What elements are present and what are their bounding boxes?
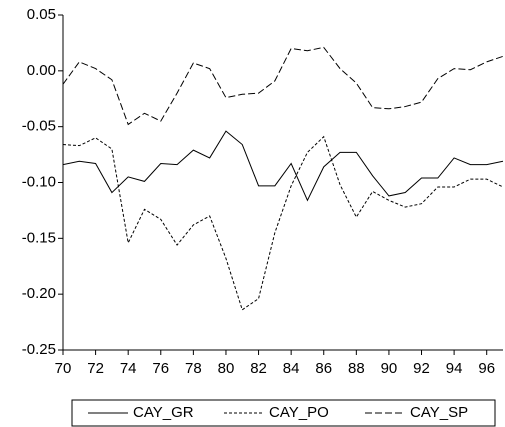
x-tick-label: 90 (381, 360, 398, 377)
legend-label: CAY_PO (269, 404, 329, 421)
x-tick-label: 76 (152, 360, 169, 377)
y-tick-label: -0.10 (22, 173, 56, 190)
x-tick-label: 70 (55, 360, 72, 377)
x-tick-label: 92 (413, 360, 430, 377)
y-tick-label: 0.00 (27, 62, 56, 79)
x-tick-label: 82 (250, 360, 267, 377)
x-tick-label: 80 (218, 360, 235, 377)
series-line (62, 46, 504, 126)
x-tick-label: 74 (120, 360, 137, 377)
y-tick-label: -0.15 (22, 229, 56, 246)
legend-label: CAY_GR (133, 404, 194, 421)
x-tick-label: 96 (478, 360, 495, 377)
series-line (62, 130, 504, 202)
x-tick-label: 84 (283, 360, 300, 377)
x-tick-label: 72 (87, 360, 104, 377)
x-tick-label: 94 (446, 360, 463, 377)
x-tick-label: 78 (185, 360, 202, 377)
y-tick-label: -0.20 (22, 285, 56, 302)
x-tick-label: 88 (348, 360, 365, 377)
series-line (62, 135, 504, 311)
y-tick-label: -0.05 (22, 118, 56, 135)
y-tick-label: 0.05 (27, 6, 56, 23)
legend-box (71, 399, 496, 427)
legend-label: CAY_SP (410, 404, 468, 421)
x-tick-label: 86 (315, 360, 332, 377)
y-tick-label: -0.25 (22, 341, 56, 358)
